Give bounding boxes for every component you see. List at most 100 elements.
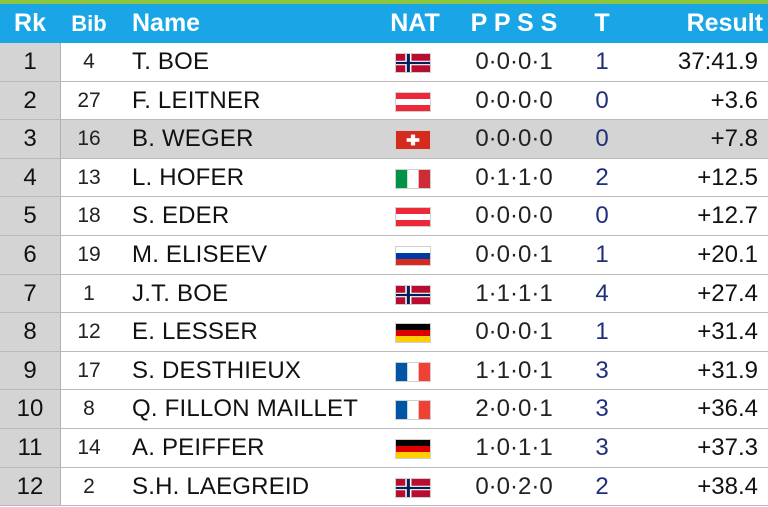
- rank-cell: 5: [0, 197, 61, 235]
- bib-cell: 14: [77, 435, 101, 459]
- bib-cell: 8: [83, 397, 95, 421]
- bib-cell: 16: [77, 127, 101, 151]
- rank-cell: 9: [0, 351, 61, 390]
- athlete-name: F. LEITNER: [132, 86, 261, 114]
- penalties-cell: 2·0·0·1: [475, 395, 553, 423]
- penalties-cell: 0·0·0·1: [475, 318, 553, 346]
- total-penalties-cell: 3: [595, 356, 609, 384]
- table-row: 8 12 E. LESSER 0·0·0·1 1 +31.4: [0, 313, 768, 352]
- results-table-body: 1 4 T. BOE 0·0·0·1 1 37:41.9 2 27 F. LEITNER 0·0·…: [0, 43, 768, 507]
- header-name: Name: [132, 9, 201, 37]
- flag-icon: [395, 130, 431, 151]
- athlete-name: S. EDER: [132, 202, 230, 230]
- result-cell: +37.3: [697, 433, 758, 461]
- total-penalties-cell: 4: [595, 279, 609, 307]
- penalties-cell: 1·1·1·1: [475, 279, 553, 307]
- table-row: 5 18 S. EDER 0·0·0·0 0 +12.7: [0, 197, 768, 236]
- penalties-cell: 0·0·0·0: [475, 86, 553, 114]
- bib-cell: 17: [77, 358, 101, 382]
- result-cell: +27.4: [697, 279, 758, 307]
- table-row: 3 16 B. WEGER 0·0·0·0 0 +7.8: [0, 120, 768, 159]
- penalties-cell: 1·0·1·1: [475, 433, 553, 461]
- flag-icon: [395, 284, 431, 305]
- rank-cell: 7: [0, 274, 61, 313]
- bib-cell: 4: [83, 50, 95, 73]
- rank-cell: 10: [0, 390, 61, 428]
- table-row: 7 1 J.T. BOE 1·1·1·1 4 +27.4: [0, 274, 768, 314]
- flag-icon: [395, 168, 431, 189]
- accent-line: [0, 0, 768, 4]
- result-cell: +7.8: [710, 125, 758, 153]
- total-penalties-cell: 1: [595, 240, 609, 268]
- athlete-name: Q. FILLON MAILLET: [132, 395, 359, 423]
- rank-cell: 12: [0, 467, 61, 506]
- result-cell: +31.9: [697, 356, 758, 384]
- penalties-cell: 0·0·0·0: [475, 125, 553, 153]
- table-row: 6 19 M. ELISEEV 0·0·0·1 1 +20.1: [0, 235, 768, 275]
- penalties-cell: 1·1·0·1: [475, 356, 553, 384]
- flag-icon: [395, 400, 431, 421]
- table-row: 12 2 S.H. LAEGREID 0·0·2·0 2 +38.4: [0, 467, 768, 507]
- athlete-name: L. HOFER: [132, 163, 245, 191]
- flag-icon: [395, 323, 431, 344]
- table-header: Rk Bib Name NAT P P S S T Result: [0, 4, 768, 43]
- penalties-cell: 0·0·0·0: [475, 202, 553, 230]
- rank-cell: 3: [0, 120, 61, 158]
- rank-cell: 2: [0, 81, 61, 120]
- result-cell: +20.1: [697, 240, 758, 268]
- flag-icon: [395, 91, 431, 112]
- header-total: T: [594, 9, 610, 37]
- rank-cell: 6: [0, 235, 61, 274]
- athlete-name: M. ELISEEV: [132, 240, 268, 268]
- table-row: 9 17 S. DESTHIEUX 1·1·0·1 3 +31.9: [0, 351, 768, 391]
- rank-cell: 1: [0, 43, 61, 81]
- flag-icon: [395, 245, 431, 266]
- total-penalties-cell: 2: [595, 163, 609, 191]
- athlete-name: B. WEGER: [132, 125, 254, 153]
- header-penalties: P P S S: [470, 9, 558, 37]
- header-nat: NAT: [390, 9, 440, 37]
- total-penalties-cell: 3: [595, 395, 609, 423]
- flag-icon: [395, 53, 431, 73]
- rank-cell: 8: [0, 313, 61, 351]
- total-penalties-cell: 3: [595, 433, 609, 461]
- penalties-cell: 0·0·0·1: [475, 240, 553, 268]
- result-cell: +3.6: [710, 86, 758, 114]
- penalties-cell: 0·0·2·0: [475, 472, 553, 500]
- total-penalties-cell: 2: [595, 472, 609, 500]
- result-cell: +12.7: [697, 202, 758, 230]
- rank-cell: 11: [0, 428, 61, 467]
- bib-cell: 27: [77, 88, 101, 112]
- athlete-name: S.H. LAEGREID: [132, 472, 310, 500]
- penalties-cell: 0·1·1·0: [475, 163, 553, 191]
- table-row: 2 27 F. LEITNER 0·0·0·0 0 +3.6: [0, 81, 768, 121]
- table-row: 10 8 Q. FILLON MAILLET 2·0·0·1 3 +36.4: [0, 390, 768, 429]
- athlete-name: E. LESSER: [132, 318, 258, 346]
- table-row: 4 13 L. HOFER 0·1·1·0 2 +12.5: [0, 158, 768, 198]
- result-cell: +31.4: [697, 318, 758, 346]
- result-cell: 37:41.9: [677, 48, 758, 75]
- total-penalties-cell: 0: [595, 125, 609, 153]
- athlete-name: S. DESTHIEUX: [132, 356, 302, 384]
- bib-cell: 12: [77, 320, 101, 344]
- header-bib: Bib: [71, 11, 107, 36]
- flag-icon: [395, 207, 431, 228]
- bib-cell: 19: [77, 242, 101, 266]
- result-cell: +38.4: [697, 472, 758, 500]
- flag-icon: [395, 361, 431, 382]
- athlete-name: A. PEIFFER: [132, 433, 265, 461]
- athlete-name: J.T. BOE: [132, 279, 229, 307]
- bib-cell: 13: [77, 165, 101, 189]
- athlete-name: T. BOE: [132, 48, 210, 75]
- bib-cell: 2: [83, 474, 95, 498]
- result-cell: +36.4: [697, 395, 758, 423]
- table-row: 11 14 A. PEIFFER 1·0·1·1 3 +37.3: [0, 428, 768, 468]
- bib-cell: 18: [77, 204, 101, 228]
- table-row: 1 4 T. BOE 0·0·0·1 1 37:41.9: [0, 43, 768, 82]
- rank-cell: 4: [0, 158, 61, 197]
- total-penalties-cell: 1: [595, 318, 609, 346]
- flag-icon: [395, 438, 431, 459]
- total-penalties-cell: 0: [595, 86, 609, 114]
- penalties-cell: 0·0·0·1: [475, 48, 553, 75]
